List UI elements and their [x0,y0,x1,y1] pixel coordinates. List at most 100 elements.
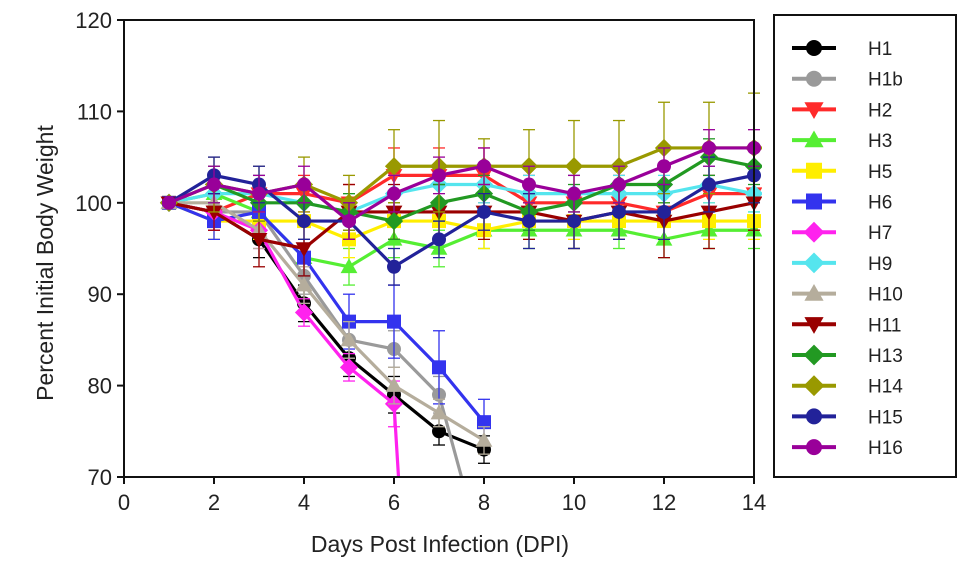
legend-item-h5: H5 [792,162,892,183]
data-point [387,186,401,201]
data-point [342,214,356,229]
legend: H1 H1b H2 H3 H5 H6 H7 H9 H10 H11 H13 H14 H15 H16 [773,14,957,478]
data-point [432,424,446,439]
data-point [384,211,404,231]
legend-label: H10 [868,285,903,306]
legend-label: H16 [868,438,903,459]
data-point [297,214,311,229]
legend-label: H14 [868,377,903,398]
data-point [339,358,359,377]
x-tick-label: 0 [118,490,130,515]
data-point [522,177,536,192]
data-point [522,214,536,229]
data-point [567,214,581,229]
data-point [387,259,401,274]
legend-label: H2 [868,100,892,121]
data-point [297,177,311,192]
y-tick-label: 110 [77,99,112,124]
legend-marker [806,70,822,87]
x-tick-label: 2 [208,490,220,515]
x-tick-label: 10 [562,490,586,515]
x-tick-label: 8 [478,490,490,515]
data-point [477,159,491,174]
data-point [657,159,671,174]
data-point [340,258,358,274]
legend-marker [804,317,824,334]
legend-marker [804,130,824,148]
legend-item-h6: H6 [792,193,892,214]
series-line [168,201,486,424]
y-tick-label: 90 [88,282,112,307]
x-tick-label: 12 [652,490,676,515]
data-point [162,195,176,210]
plot-series [159,92,762,477]
data-point [252,186,266,201]
legend-item-h10: H10 [792,284,903,306]
y-tick-label: 120 [75,8,112,33]
y-tick-label: 70 [88,465,112,490]
data-point [387,314,401,329]
legend-label: H1b [868,70,903,91]
legend-item-h13: H13 [792,344,903,367]
data-point [702,177,716,192]
axes: 0 2 4 6 8 10 12 14 70 80 90 100 110 120 [75,8,766,515]
series-h1b [162,193,464,477]
series-line [168,201,755,251]
data-point [432,232,446,247]
data-point [205,205,223,221]
legend-label: H7 [868,223,892,244]
data-point [564,157,584,176]
legend-marker [803,252,825,274]
legend-label: H5 [868,162,892,183]
legend-item-h3: H3 [792,130,892,152]
data-point [385,377,403,392]
legend-label: H1 [868,39,892,60]
legend-item-h11: H11 [792,315,901,336]
data-point [384,157,404,176]
data-point [250,233,268,248]
series-line [168,146,754,223]
y-tick-label: 80 [88,374,112,399]
data-point [657,204,671,219]
legend-marker [803,375,825,397]
x-tick-label: 4 [298,490,310,515]
legend-marker [804,284,824,301]
data-point [477,415,491,430]
legend-label: H6 [868,193,892,214]
data-point [612,177,626,192]
data-point [207,177,221,192]
series-h16 [162,129,761,241]
data-point [294,303,314,322]
data-point [567,186,581,201]
legend-label: H11 [868,315,901,336]
data-point [700,205,718,221]
legend-item-h15: H15 [792,407,903,428]
legend-item-h14: H14 [792,375,903,398]
legend-marker [806,40,822,56]
plot-frame [123,19,755,478]
legend-item-h9: H9 [792,252,892,275]
x-tick-label: 6 [388,490,400,515]
x-axis-title: Days Post Infection (DPI) [311,531,569,557]
legend-item-h16: H16 [792,438,903,459]
legend-label: H9 [868,254,892,275]
legend-marker [806,162,822,179]
legend-item-h1: H1 [792,39,892,60]
series-line [169,201,485,442]
legend-marker [806,408,822,425]
data-point [340,331,358,347]
data-point [430,404,448,420]
data-point [432,360,446,375]
legend-item-h1b: H1b [792,70,903,91]
y-tick-label: 100 [75,191,112,216]
series-h10 [160,193,493,455]
y-axis-title: Percent Initial Body Weight [32,125,58,401]
data-point [295,276,313,292]
legend-label: H13 [868,346,903,367]
data-point [295,242,313,257]
legend-marker [804,102,824,119]
legend-item-h2: H2 [792,100,892,121]
data-point [702,140,716,155]
legend-marker [803,344,825,366]
